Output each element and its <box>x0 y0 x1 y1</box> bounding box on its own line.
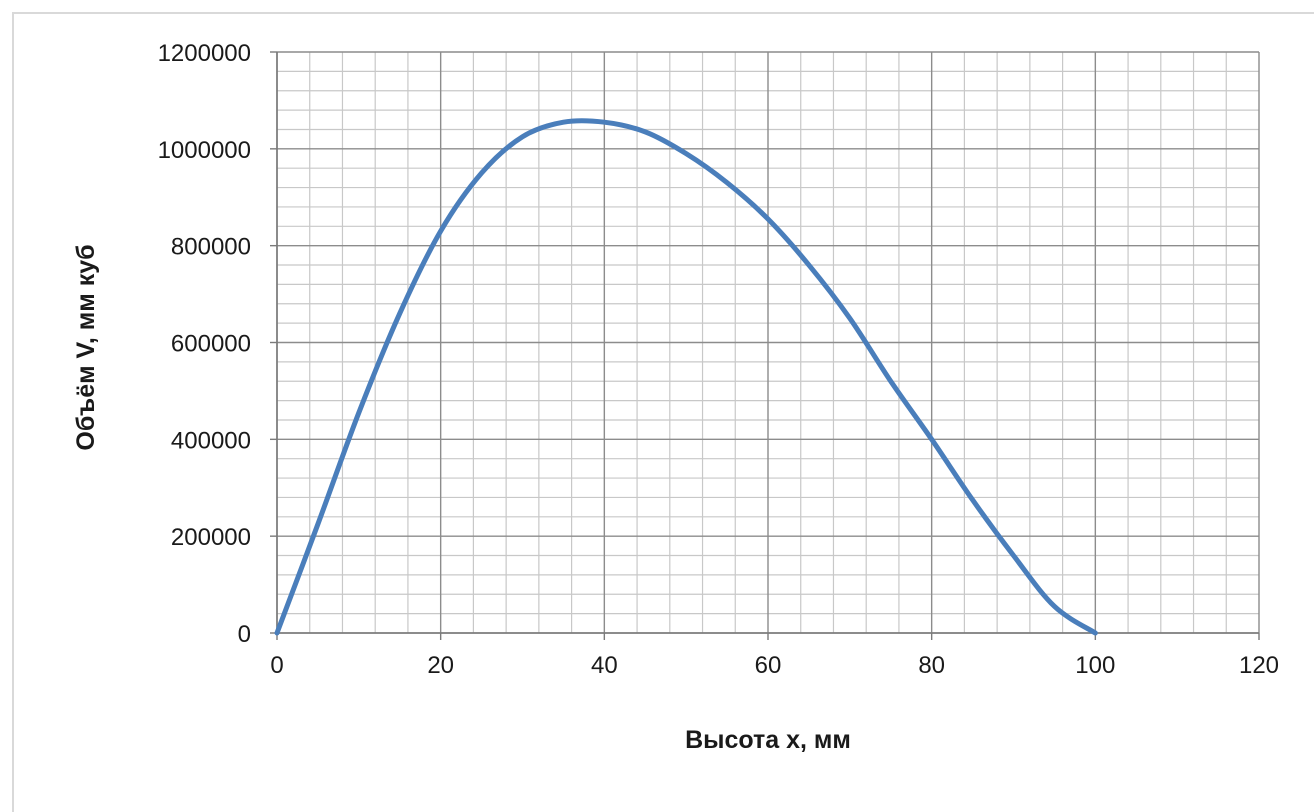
major-gridlines <box>276 51 1260 634</box>
x-tick-label: 0 <box>270 652 283 679</box>
y-tick-labels: 0 200000 400000 600000 800000 1000000 1200000 <box>158 40 251 648</box>
chart-frame <box>12 12 1314 812</box>
y-axis-title: Объём V, мм куб <box>72 244 100 450</box>
x-tick-label: 100 <box>1075 652 1115 679</box>
y-tick-label: 0 <box>238 621 251 648</box>
y-tick-label: 400000 <box>171 427 251 454</box>
x-tick-label: 120 <box>1239 652 1279 679</box>
x-tick-label: 60 <box>755 652 782 679</box>
x-tick-label: 80 <box>918 652 945 679</box>
y-tick-label: 200000 <box>171 524 251 551</box>
y-tick-label: 600000 <box>171 331 251 358</box>
x-tick-label: 40 <box>591 652 618 679</box>
axes <box>270 51 1260 640</box>
y-tick-label: 800000 <box>171 234 251 261</box>
x-tick-labels: 0 20 40 60 80 100 120 <box>270 652 1279 679</box>
x-axis-title: Высота x, мм <box>685 726 851 754</box>
y-tick-label: 1000000 <box>158 137 251 164</box>
series-line-0 <box>274 118 1098 636</box>
series-layer <box>274 118 1098 636</box>
x-tick-label: 20 <box>427 652 454 679</box>
y-tick-label: 1200000 <box>158 40 251 67</box>
